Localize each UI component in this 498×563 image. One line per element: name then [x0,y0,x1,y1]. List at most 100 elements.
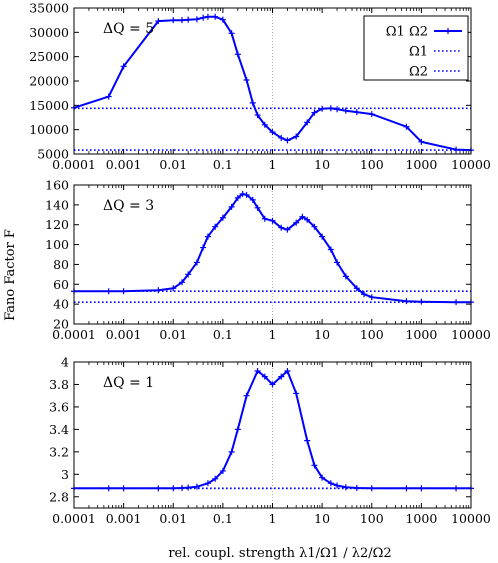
panel-3: 0.0001 0.001 0.01 0.1 1 10 100 1000 10000 2.8 3 3.2… [49,355,491,527]
data-point [212,223,219,230]
y-tick-label: 60 [53,277,69,292]
panel-1: 0.0001 0.001 0.01 0.1 1 10 100 1000 10000 5000 100… [29,1,491,173]
legend: Ω1 Ω2 Ω1 Ω2 [363,15,469,81]
data-point [254,112,261,119]
data-point [368,485,375,492]
x-tick-label: 1 [269,157,277,172]
y-tick-label: 3 [61,467,69,482]
x-tick-label: 1 [269,327,277,342]
data-point [228,30,235,37]
y-tick-label: 3.6 [49,399,69,414]
data-point [204,480,211,487]
data-point [304,437,311,444]
data-point [284,367,291,374]
x-tick-label: 1000 [405,157,437,172]
x-tick-label: 1000 [405,327,437,342]
panel-label: ΔQ = 1 [103,375,154,391]
y-tick-label: 15000 [29,98,69,113]
x-tick-label: 0.1 [213,511,233,526]
y-tick-label: 3.8 [49,377,69,392]
data-point [200,244,207,251]
plot-frame [73,184,472,325]
data-point [254,367,261,374]
y-tick-label: 3.2 [49,444,69,459]
data-point [293,219,300,226]
x-axis-label: rel. coupl. strength λ1/Ω1 / λ2/Ω2 [168,546,391,561]
data-point [185,271,192,278]
x-tick-label: 0.01 [159,327,187,342]
data-point [311,223,318,230]
data-point [261,373,268,380]
x-tick-label: 0.01 [159,157,187,172]
data-point [269,217,276,224]
data-point [353,109,360,116]
data-point [228,203,235,210]
legend-marker [445,28,451,34]
data-point [261,121,268,128]
x-tick-label: 10 [314,327,330,342]
data-point [239,190,246,197]
legend-label: Ω1 Ω2 [386,25,428,40]
series-line-omega1-omega2 [74,15,471,152]
data-point [311,109,318,116]
data-point [193,259,200,266]
data-point [249,196,256,203]
y-tick-label: 2.8 [49,489,69,504]
x-tick-label: 100 [360,511,384,526]
x-tick-label: 10000 [451,327,491,342]
data-point [212,13,219,20]
y-tick-label: 120 [45,217,69,232]
data-point [200,14,207,21]
data-point [234,194,241,201]
data-point [278,224,285,231]
data-point [155,287,162,294]
data-point [304,216,311,223]
data-point [204,233,211,240]
plot-frame [73,361,472,509]
x-tick-label: 0.001 [106,157,142,172]
data-point [243,191,250,198]
x-tick-label: 0.0001 [52,157,96,172]
data-point [368,294,375,301]
legend-label: Ω1 [409,45,428,60]
data-point [311,462,318,469]
data-point [193,16,200,23]
data-point [212,475,219,482]
data-point [170,285,177,292]
data-point [284,226,291,233]
data-point [185,16,192,23]
data-point [105,93,112,100]
data-point [269,129,276,136]
x-tick-label: 10 [314,511,330,526]
data-point [361,291,368,298]
panel-2: 0.0001 0.001 0.01 0.1 1 10 100 1000 10000 20 40 60 8… [45,178,491,343]
x-tick-label: 100 [360,327,384,342]
x-tick-label: 100 [360,157,384,172]
y-tick-label: 20000 [29,74,69,89]
data-point [120,63,127,70]
x-tick-label: 0.001 [106,327,142,342]
data-point [219,214,226,221]
data-point [304,119,311,126]
x-tick-label: 0.1 [213,327,233,342]
y-tick-label: 10000 [29,122,69,137]
data-point [403,298,410,305]
y-tick-label: 20 [53,317,69,332]
data-point [319,233,326,240]
data-point [299,213,306,220]
data-point [334,482,341,489]
y-tick-label: 3.4 [49,422,69,437]
x-tick-label: 10000 [451,157,491,172]
data-point [293,390,300,397]
y-axis-label: Fano Factor F [3,229,18,321]
x-tick-label: 10000 [451,511,491,526]
data-point [178,485,185,492]
data-point [234,51,241,58]
y-tick-label: 5000 [37,147,69,162]
y-tick-label: 25000 [29,49,69,64]
x-tick-label: 0.0001 [52,511,96,526]
panel-label: ΔQ = 5 [103,21,154,37]
panel-label: ΔQ = 3 [103,198,154,214]
x-tick-label: 10 [314,157,330,172]
